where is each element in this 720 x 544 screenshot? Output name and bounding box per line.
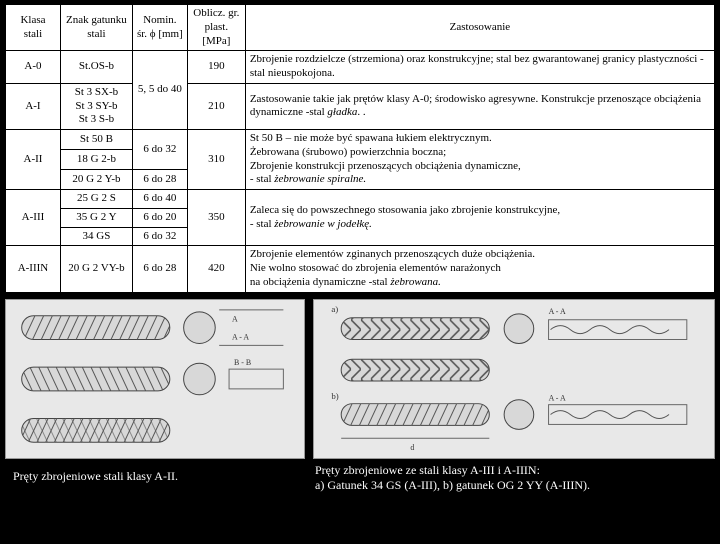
- cell-klasa: A-0: [6, 51, 61, 84]
- cell-zast: Zbrojenie elementów zginanych przenosząc…: [245, 246, 714, 292]
- cell-oblicz: 420: [187, 246, 245, 292]
- svg-text:a): a): [331, 303, 338, 313]
- caption-left: Pręty zbrojeniowe stali klasy A-II.: [5, 463, 315, 494]
- text: na obciążenia dynamiczne -stal: [250, 276, 391, 288]
- cell-nomin: 6 do 28: [132, 170, 187, 190]
- svg-text:B - B: B - B: [234, 358, 251, 367]
- text: - stal: [250, 218, 274, 230]
- steel-classes-table: Klasa stali Znak gatunku stali Nomin. śr…: [5, 4, 715, 293]
- cell-oblicz: 190: [187, 51, 245, 84]
- text: St 50 B – nie może być spawana łukiem el…: [250, 132, 492, 144]
- cell-znak: 18 G 2-b: [60, 150, 132, 170]
- svg-text:A - A: A - A: [549, 306, 566, 315]
- text: Zbrojenie elementów zginanych przenosząc…: [250, 248, 535, 260]
- cell-oblicz: 310: [187, 130, 245, 190]
- col-header-nomin: Nomin. śr. ϕ [mm]: [132, 5, 187, 51]
- col-header-klasa: Klasa stali: [6, 5, 61, 51]
- table-row: A-IIIN 20 G 2 VY-b 6 do 28 420 Zbrojenie…: [6, 246, 715, 292]
- col-header-oblicz: Oblicz. gr. plast. [MPa]: [187, 5, 245, 51]
- text-italic: gładka: [327, 106, 357, 118]
- col-header-zastosowanie: Zastosowanie: [245, 5, 714, 51]
- text: Żebrowana (śrubowo) powierzchnia boczna;: [250, 146, 446, 158]
- rebar-a2-svg: A A - A B - B: [6, 300, 304, 458]
- table-row: A-0 St.OS-b 5, 5 do 40 190 Zbrojenie roz…: [6, 51, 715, 84]
- text-italic: żebrowanie spiralne.: [274, 173, 366, 185]
- svg-text:A - A: A - A: [549, 393, 566, 402]
- text-italic: żebrowanie w jodełkę.: [274, 218, 372, 230]
- text: Zaleca się do powszechnego stosowania ja…: [250, 204, 560, 216]
- table-row: A-II St 50 B 6 do 32 310 St 50 B – nie m…: [6, 130, 715, 150]
- diagram-captions: Pręty zbrojeniowe stali klasy A-II. Pręt…: [5, 463, 715, 494]
- cell-klasa: A-III: [6, 190, 61, 246]
- cell-zast: Zaleca się do powszechnego stosowania ja…: [245, 190, 714, 246]
- cell-nomin: 5, 5 do 40: [132, 51, 187, 130]
- text: Zastosowanie takie jak prętów klasy A-0;…: [250, 93, 701, 119]
- cell-zast: St 50 B – nie może być spawana łukiem el…: [245, 130, 714, 190]
- rebar-diagrams: A A - A B - B a) A - A: [5, 299, 715, 459]
- rebar-diagram-a2: A A - A B - B: [5, 299, 305, 459]
- cell-nomin: 6 do 20: [132, 208, 187, 227]
- cell-nomin: 6 do 28: [132, 246, 187, 292]
- text: . .: [357, 106, 365, 118]
- cell-znak: 35 G 2 Y: [60, 208, 132, 227]
- cell-klasa: A-IIIN: [6, 246, 61, 292]
- cell-nomin: 6 do 32: [132, 130, 187, 170]
- cell-znak: 20 G 2 Y-b: [60, 170, 132, 190]
- cell-oblicz: 210: [187, 83, 245, 129]
- cell-zast: Zastosowanie takie jak prętów klasy A-0;…: [245, 83, 714, 129]
- text-italic: żebrowana.: [390, 276, 441, 288]
- cell-znak: St 3 SX-b St 3 SY-b St 3 S-b: [60, 83, 132, 129]
- cell-nomin: 6 do 32: [132, 227, 187, 246]
- col-header-znak: Znak gatunku stali: [60, 5, 132, 51]
- caption-right: Pręty zbrojeniowe ze stali klasy A-III i…: [315, 463, 715, 494]
- text: Nie wolno stosować do zbrojenia elementó…: [250, 262, 501, 274]
- svg-text:A - A: A - A: [232, 332, 249, 341]
- text: Zbrojenie konstrukcji przenoszących obci…: [250, 160, 521, 172]
- cell-znak: 25 G 2 S: [60, 190, 132, 209]
- svg-text:A: A: [232, 314, 238, 323]
- table-header-row: Klasa stali Znak gatunku stali Nomin. śr…: [6, 5, 715, 51]
- svg-text:d: d: [410, 443, 414, 452]
- cell-znak: 20 G 2 VY-b: [60, 246, 132, 292]
- table-row: A-III 25 G 2 S 6 do 40 350 Zaleca się do…: [6, 190, 715, 209]
- cell-znak: St 50 B: [60, 130, 132, 150]
- text: - stal: [250, 173, 274, 185]
- cell-znak: 34 GS: [60, 227, 132, 246]
- cell-znak: St.OS-b: [60, 51, 132, 84]
- caption-line: a) Gatunek 34 GS (A-III), b) gatunek OG …: [315, 478, 590, 492]
- caption-line: Pręty zbrojeniowe ze stali klasy A-III i…: [315, 463, 540, 477]
- cell-klasa: A-I: [6, 83, 61, 129]
- cell-nomin: 6 do 40: [132, 190, 187, 209]
- table-row: A-I St 3 SX-b St 3 SY-b St 3 S-b 210 Zas…: [6, 83, 715, 129]
- cell-klasa: A-II: [6, 130, 61, 190]
- rebar-a3-svg: a) A - A b) A - A d: [314, 300, 714, 458]
- cell-zast: Zbrojenie rozdzielcze (strzemiona) oraz …: [245, 51, 714, 84]
- svg-text:b): b): [331, 390, 338, 400]
- rebar-diagram-a3: a) A - A b) A - A d: [313, 299, 715, 459]
- cell-oblicz: 350: [187, 190, 245, 246]
